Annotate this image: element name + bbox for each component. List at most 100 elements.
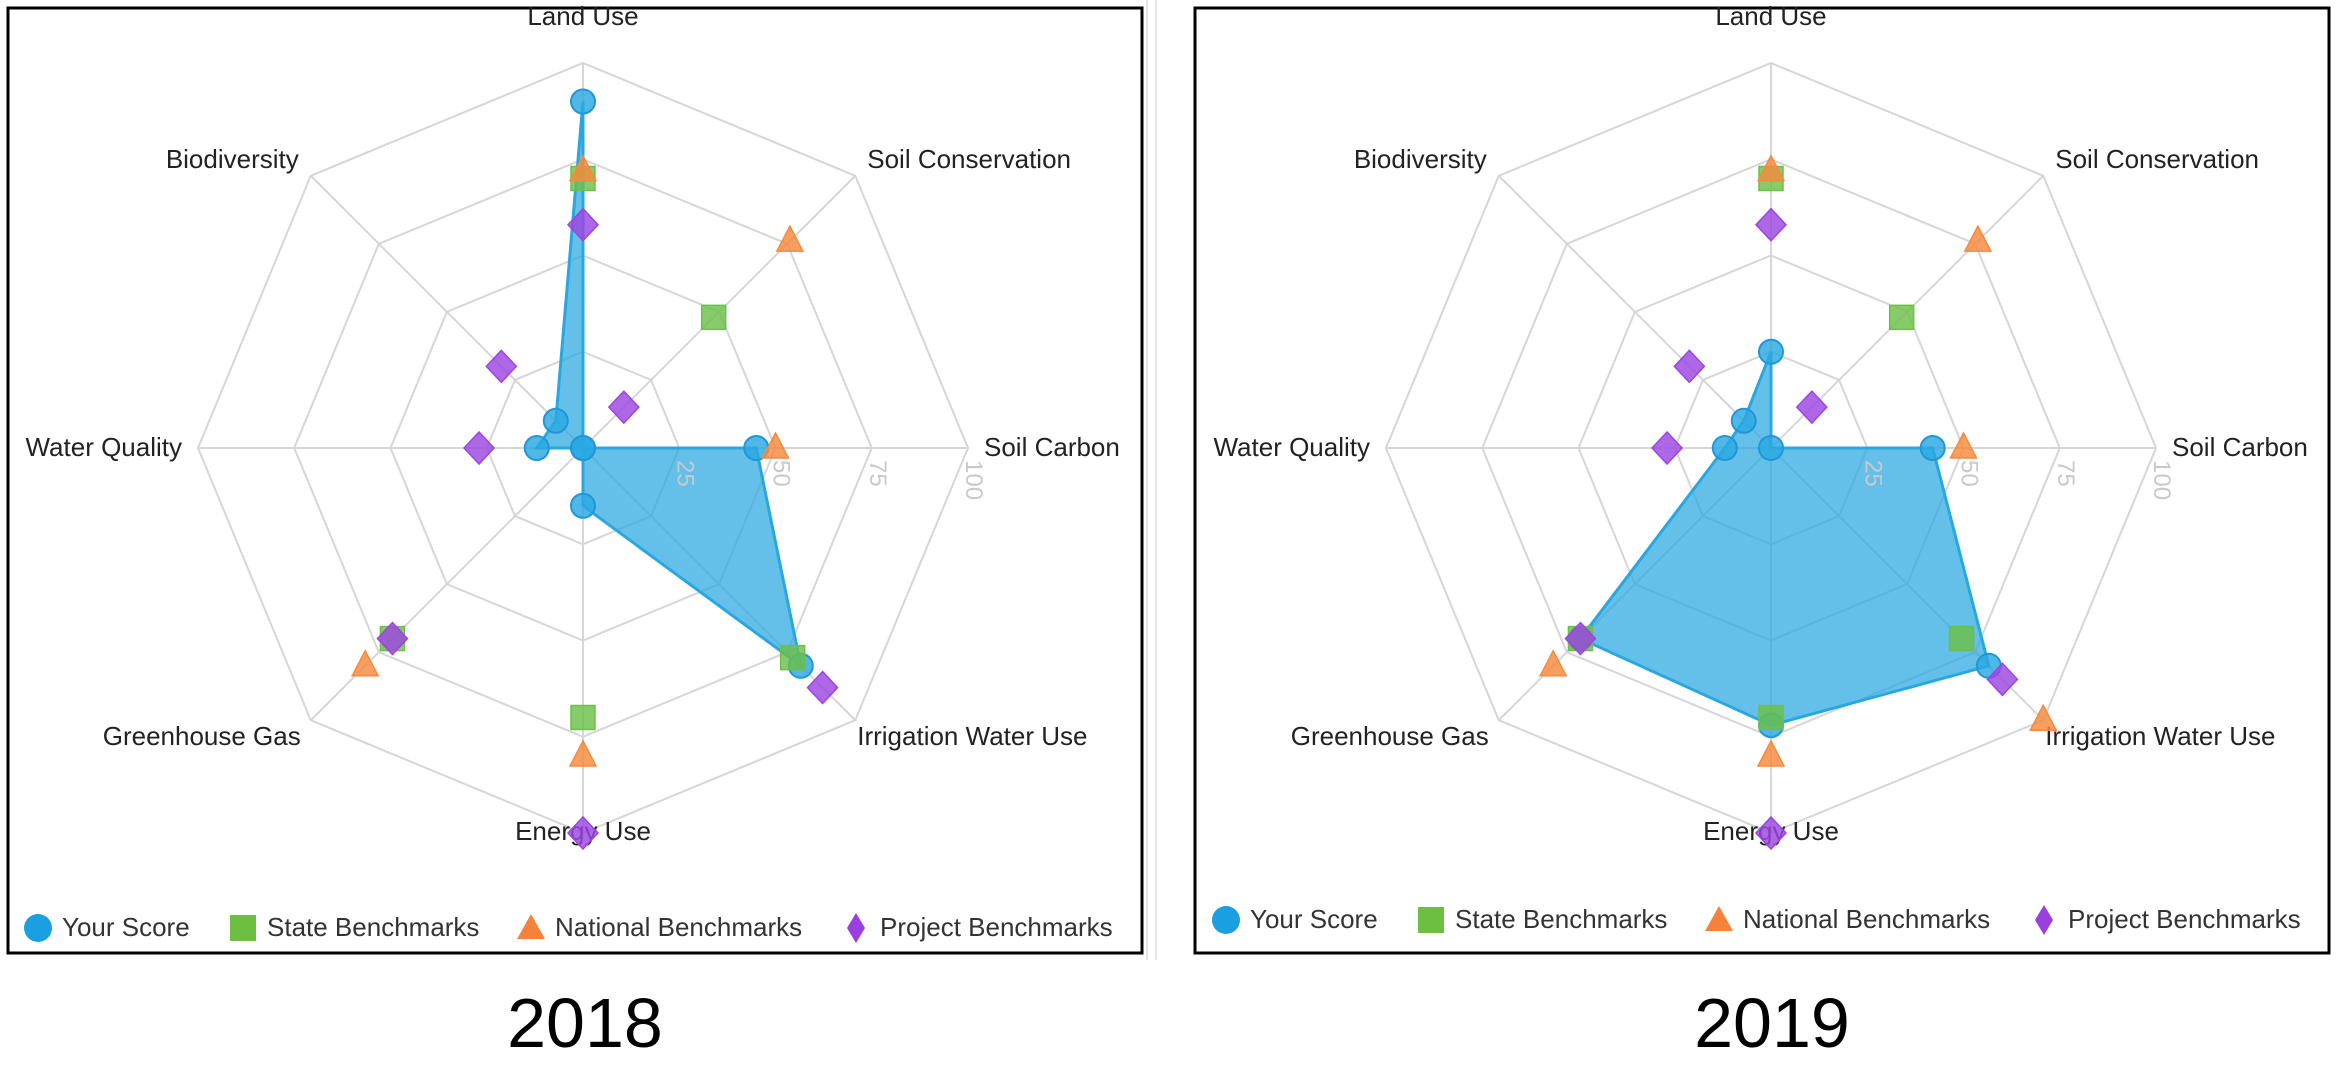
radial-tick-label: 50 (1956, 460, 1983, 487)
legend-square-icon (1418, 907, 1444, 933)
legend-circle-icon (1212, 906, 1240, 934)
marker-project-benchmarks-greenhouse-gas (1564, 621, 1597, 656)
axis-label-greenhouse-gas: Greenhouse Gas (1291, 721, 1489, 751)
marker-your-score-biodiversity (1730, 407, 1757, 434)
marker-national-benchmarks-irrigation-water-use (2029, 703, 2058, 731)
axis-label-soil-carbon: Soil Carbon (2172, 432, 2308, 462)
series-markers-national-benchmarks (1538, 154, 2058, 767)
panel-divider (1146, 0, 1148, 960)
marker-national-benchmarks-greenhouse-gas (1538, 649, 1568, 677)
legend-item-project-benchmarks[interactable]: Project Benchmarks (2035, 904, 2301, 935)
axis-label-land-use: Land Use (1715, 1, 1826, 31)
radar-chart-2019: Land Use Soil Conservation Soil Carbon Irri… (1193, 1, 2331, 955)
axis-label-biodiversity: Biodiversity (166, 144, 299, 174)
legend: Your Score State Benchmarks National Bench… (24, 912, 1113, 943)
axis-label-biodiversity: Biodiversity (1354, 144, 1487, 174)
axis-label-soil-conservation: Soil Conservation (867, 144, 1071, 174)
radial-tick-label: 50 (768, 460, 795, 487)
marker-state-benchmarks-irrigation-water-use (779, 644, 806, 671)
radial-tick-label: 100 (2148, 460, 2175, 500)
legend-item-national-benchmarks[interactable]: National Benchmarks (517, 912, 802, 942)
marker-national-benchmarks-land-use (568, 154, 598, 182)
marker-state-benchmarks-soil-conservation (1888, 304, 1915, 331)
radial-tick-label: 75 (2052, 460, 2079, 487)
series-markers-national-benchmarks (350, 154, 805, 767)
marker-project-benchmarks-soil-conservation (607, 390, 640, 425)
radial-tick-label: 75 (864, 460, 891, 487)
series-layer (1538, 154, 2058, 851)
marker-national-benchmarks-energy-use (1756, 739, 1786, 767)
marker-your-score-energy-use (570, 492, 596, 519)
legend-label: State Benchmarks (267, 912, 479, 942)
year-label-2019: 2019 (1694, 984, 1850, 1062)
legend-item-state-benchmarks[interactable]: State Benchmarks (230, 912, 479, 942)
marker-national-benchmarks-land-use (1756, 154, 1786, 182)
marker-national-benchmarks-soil-carbon (1949, 431, 1978, 459)
legend-item-your-score[interactable]: Your Score (1212, 904, 1378, 934)
legend: Your Score State Benchmarks National Bench… (1212, 904, 2301, 935)
legend-item-project-benchmarks[interactable]: Project Benchmarks (847, 912, 1113, 943)
spoke-biodiversity (310, 175, 584, 449)
radial-tick-label: 25 (1859, 460, 1886, 487)
legend-square-icon (230, 915, 256, 941)
legend-label: Project Benchmarks (2068, 904, 2301, 934)
legend-label: National Benchmarks (1743, 904, 1990, 934)
axis-label-soil-conservation: Soil Conservation (2055, 144, 2259, 174)
axis-label-soil-carbon: Soil Carbon (984, 432, 1120, 462)
marker-project-benchmarks-land-use (566, 207, 600, 242)
marker-project-benchmarks-water-quality (463, 430, 496, 466)
marker-state-benchmarks-energy-use (1758, 704, 1784, 731)
marker-state-benchmarks-soil-conservation (700, 304, 727, 331)
legend-item-national-benchmarks[interactable]: National Benchmarks (1705, 904, 1990, 934)
marker-national-benchmarks-soil-conservation (775, 224, 805, 252)
marker-project-benchmarks-water-quality (1651, 430, 1684, 466)
marker-state-benchmarks-energy-use (570, 704, 596, 731)
year-label-2018: 2018 (507, 984, 663, 1062)
marker-project-benchmarks-irrigation-water-use (806, 670, 839, 705)
marker-your-score-water-quality (523, 435, 550, 461)
legend-label: National Benchmarks (555, 912, 802, 942)
marker-project-benchmarks-biodiversity (1673, 349, 1706, 384)
marker-project-benchmarks-biodiversity (485, 349, 518, 384)
marker-your-score-land-use (570, 88, 596, 115)
legend-diamond-icon (2035, 905, 2053, 935)
marker-project-benchmarks-soil-conservation (1795, 390, 1828, 425)
marker-your-score-soil-conservation (1758, 435, 1784, 461)
axis-label-irrigation-water-use: Irrigation Water Use (857, 721, 1087, 751)
axis-label-water-quality: Water Quality (25, 432, 182, 462)
marker-national-benchmarks-soil-conservation (1963, 224, 1993, 252)
marker-your-score-land-use (1758, 338, 1784, 365)
marker-state-benchmarks-irrigation-water-use (1948, 625, 1975, 652)
marker-national-benchmarks-greenhouse-gas (350, 649, 380, 677)
marker-your-score-biodiversity (542, 407, 569, 434)
marker-your-score-greenhouse-gas (570, 435, 596, 461)
legend-item-your-score[interactable]: Your Score (24, 912, 190, 942)
chart-frame (6, 6, 1144, 955)
legend-label: Project Benchmarks (880, 912, 1113, 942)
axis-label-greenhouse-gas: Greenhouse Gas (103, 721, 301, 751)
legend-label: Your Score (1250, 904, 1378, 934)
marker-national-benchmarks-energy-use (568, 739, 598, 767)
spoke-biodiversity (1498, 175, 1772, 449)
axis-label-water-quality: Water Quality (1213, 432, 1370, 462)
legend-triangle-icon (1705, 906, 1733, 931)
series-layer (350, 88, 839, 851)
marker-project-benchmarks-land-use (1754, 207, 1788, 242)
series-markers-project-benchmarks (1564, 207, 2019, 851)
legend-label: State Benchmarks (1455, 904, 1667, 934)
radar-chart-2018: Land Use Soil Conservation Soil Carbon Irri… (6, 1, 1144, 955)
legend-item-state-benchmarks[interactable]: State Benchmarks (1418, 904, 1667, 934)
axis-label-land-use: Land Use (527, 1, 638, 31)
marker-national-benchmarks-soil-carbon (761, 431, 790, 459)
panel-divider (1155, 0, 1157, 960)
series-markers-project-benchmarks (376, 207, 839, 851)
marker-your-score-water-quality (1711, 435, 1738, 461)
legend-circle-icon (24, 914, 52, 942)
marker-project-benchmarks-greenhouse-gas (376, 621, 409, 656)
marker-your-score-soil-carbon (1919, 435, 1946, 461)
legend-triangle-icon (517, 914, 545, 939)
radial-tick-label: 25 (671, 460, 698, 487)
marker-project-benchmarks-energy-use (1754, 815, 1788, 851)
